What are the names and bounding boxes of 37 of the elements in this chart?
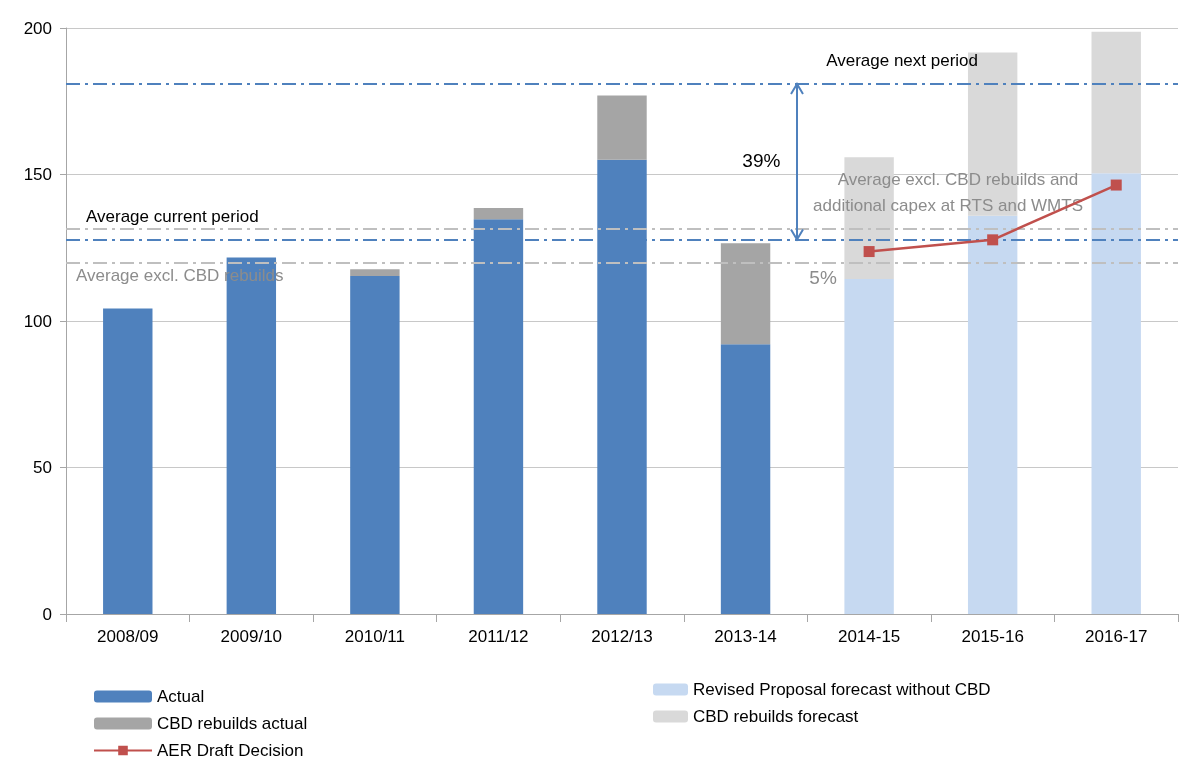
y-tick-label: 0 (42, 604, 52, 624)
y-tick-label: 200 (23, 18, 52, 38)
legend-label: CBD rebuilds forecast (693, 707, 859, 726)
ref-line-label: Average current period (86, 206, 259, 226)
bar (844, 279, 894, 614)
bar (350, 269, 400, 276)
bar (597, 95, 647, 160)
bar (350, 275, 400, 614)
point (987, 234, 999, 246)
bar (473, 207, 524, 220)
bar (1091, 173, 1141, 614)
x-tick-label: 2009/10 (220, 627, 283, 646)
bar (1091, 31, 1141, 174)
ref-line-label: Average next period (826, 51, 978, 71)
x-tick-label: 2015-16 (961, 627, 1024, 646)
legend-label: Actual (157, 687, 205, 706)
bar (967, 215, 1018, 614)
x-tick-label: 2010/11 (344, 627, 405, 646)
x-tick-label: 2011/12 (468, 627, 529, 646)
point (1110, 179, 1122, 191)
y-tick-label: 100 (23, 311, 52, 331)
x-tick-label: 2016-17 (1085, 627, 1148, 646)
x-tick-label: 2014-15 (837, 627, 901, 646)
annotation: 39% (742, 150, 781, 172)
bar (720, 344, 771, 614)
legend-label: Revised Proposal forecast without CBD (693, 680, 991, 699)
point (863, 246, 875, 258)
legend-label: CBD rebuilds actual (157, 714, 308, 733)
bar (720, 243, 771, 345)
y-tick-label: 150 (23, 165, 52, 184)
x-tick-label: 2013-14 (714, 627, 777, 646)
bar (103, 308, 153, 614)
x-tick-label: 2012/13 (591, 627, 653, 646)
y-tick-label: 50 (33, 458, 52, 477)
legend-label: AER Draft Decision (157, 741, 304, 760)
annotation: 5% (809, 266, 837, 288)
x-tick-label: 2008/09 (97, 627, 159, 646)
